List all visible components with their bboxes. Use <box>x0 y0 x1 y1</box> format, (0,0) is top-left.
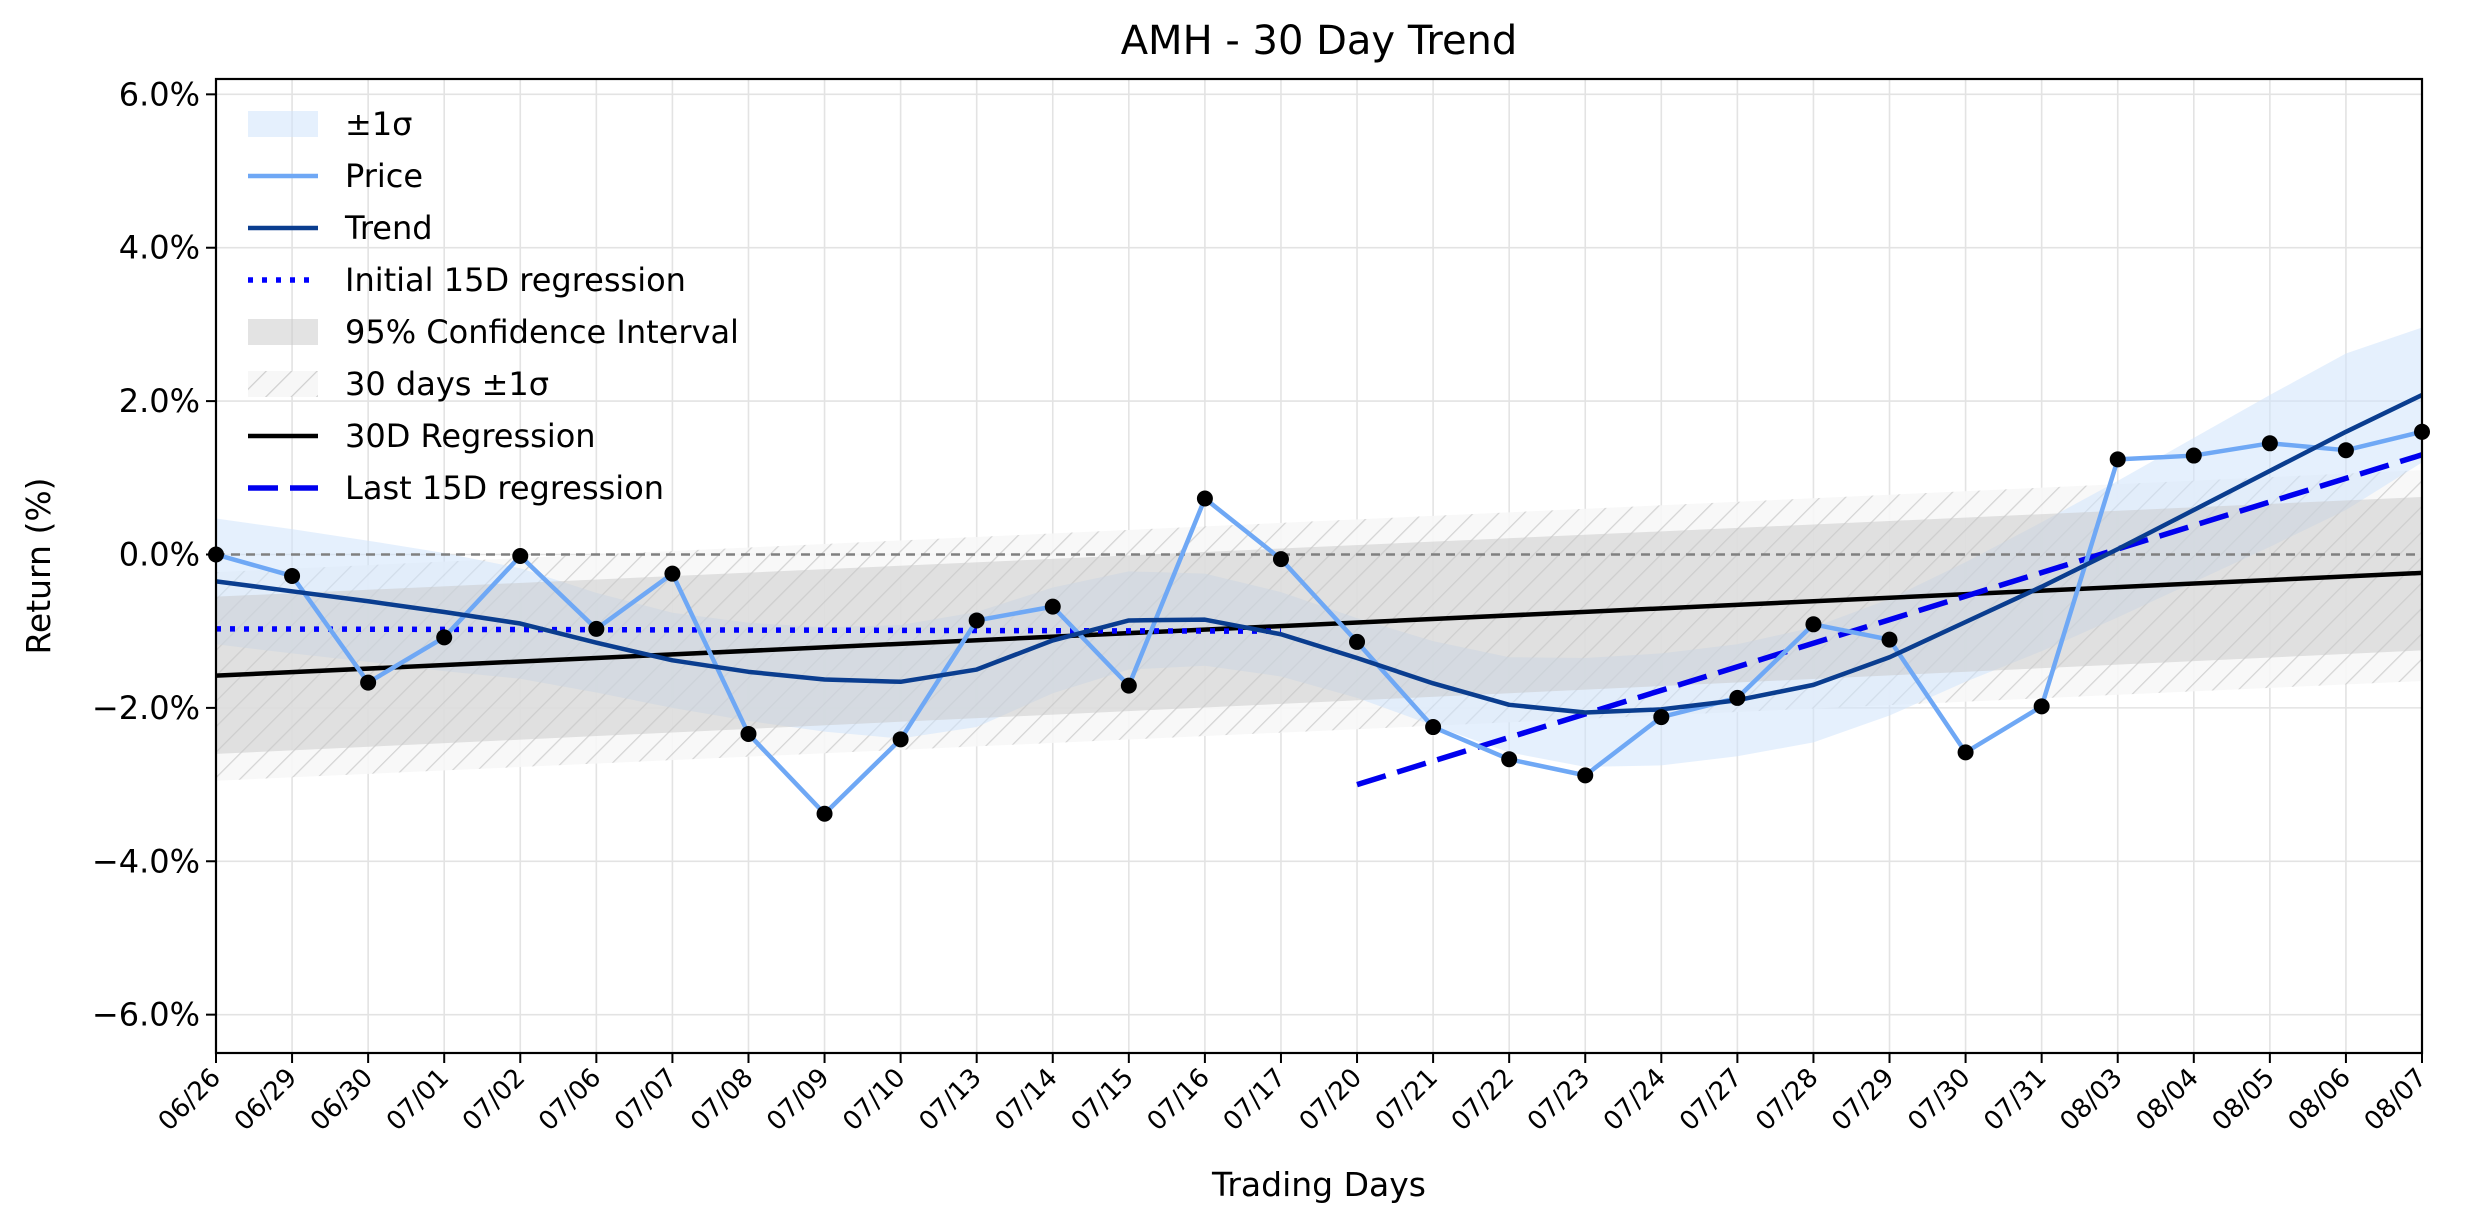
price-point <box>1577 767 1594 784</box>
price-point <box>1957 744 1974 761</box>
price-point <box>2109 451 2126 468</box>
legend-label: Trend <box>344 209 433 247</box>
trend-line <box>216 392 2422 715</box>
legend-swatch-30d-sigma <box>248 371 318 397</box>
y-tick-label: 0.0% <box>119 535 200 573</box>
price-point <box>2033 698 2050 715</box>
x-tick-label: 08/03 <box>2054 1063 2128 1137</box>
price-point <box>1120 677 1137 694</box>
price-point <box>1425 719 1442 736</box>
price-point <box>740 725 757 742</box>
x-tick-label: 07/22 <box>1446 1063 1520 1137</box>
price-point <box>1501 751 1518 768</box>
price-point <box>1729 689 1746 706</box>
y-tick-label: 6.0% <box>119 75 200 113</box>
lines <box>216 392 2422 816</box>
price-point <box>1881 631 1898 648</box>
x-tick-label: 08/05 <box>2207 1063 2281 1137</box>
price-point <box>1044 598 1061 615</box>
price-point <box>2185 447 2202 464</box>
x-tick-label: 07/21 <box>1370 1063 1444 1137</box>
price-point <box>512 548 529 565</box>
x-tick-label: 07/20 <box>1294 1063 1368 1137</box>
legend-label: Last 15D regression <box>345 469 664 507</box>
price-point <box>1196 490 1213 507</box>
x-tick-label: 07/06 <box>533 1063 607 1137</box>
x-tick-label: 08/07 <box>2359 1063 2433 1137</box>
price-point <box>968 612 985 629</box>
price-point <box>1349 633 1366 650</box>
y-tick-label: 4.0% <box>119 229 200 267</box>
x-tick-label: 06/29 <box>229 1063 303 1137</box>
price-line <box>216 429 2422 816</box>
price-point <box>892 731 909 748</box>
price-point <box>588 620 605 637</box>
x-tick-label: 08/06 <box>2283 1063 2357 1137</box>
legend-swatch-sigma <box>248 111 318 137</box>
last-15d-regression-line <box>1356 452 2422 788</box>
30d-regression-line <box>216 570 2422 678</box>
x-tick-label: 07/02 <box>457 1063 531 1137</box>
price-point <box>360 674 377 691</box>
y-axis: −6.0% −4.0% −2.0% 0.0% 2.0% 4.0% 6.0% <box>92 75 216 1034</box>
x-tick-label: 06/26 <box>153 1063 227 1137</box>
chart-title: AMH - 30 Day Trend <box>1121 18 1518 64</box>
price-point <box>2261 435 2278 452</box>
y-tick-label: −2.0% <box>92 689 200 727</box>
price-point <box>1653 709 1670 726</box>
x-axis: 06/26 06/29 06/30 07/01 07/02 07/06 07/07 07/08… <box>153 1053 2433 1137</box>
price-point <box>1805 616 1822 633</box>
x-tick-label: 07/24 <box>1598 1063 1672 1137</box>
legend-swatch-confidence <box>248 319 318 345</box>
x-tick-label: 07/23 <box>1522 1063 1596 1137</box>
legend-label: Price <box>345 157 423 195</box>
legend-label: 30D Regression <box>345 417 596 455</box>
x-tick-label: 07/30 <box>1902 1063 1976 1137</box>
price-point <box>1272 551 1289 568</box>
price-point <box>664 565 681 582</box>
price-point <box>816 805 833 822</box>
x-tick-label: 07/17 <box>1218 1063 1292 1137</box>
x-tick-label: 07/27 <box>1674 1063 1748 1137</box>
y-axis-label: Return (%) <box>19 477 58 654</box>
x-tick-label: 07/07 <box>609 1063 683 1137</box>
price-point <box>284 567 301 584</box>
x-tick-label: 07/29 <box>1826 1063 1900 1137</box>
y-tick-label: −6.0% <box>92 996 200 1034</box>
x-tick-label: 07/15 <box>1066 1063 1140 1137</box>
legend-label: 95% Confidence Interval <box>345 313 739 351</box>
y-tick-label: 2.0% <box>119 382 200 420</box>
x-tick-label: 07/28 <box>1750 1063 1824 1137</box>
legend-label: 30 days ±1σ <box>345 365 549 403</box>
x-tick-label: 07/13 <box>913 1063 987 1137</box>
x-axis-label: Trading Days <box>1211 1165 1426 1204</box>
x-tick-label: 07/16 <box>1142 1063 1216 1137</box>
points <box>208 423 2430 822</box>
legend: ±1σ Price Trend Initial 15D regression 95% C… <box>248 105 739 507</box>
y-tick-label: −4.0% <box>92 842 200 880</box>
initial-15d-regression-line <box>216 626 1281 634</box>
x-tick-label: 07/01 <box>381 1063 455 1137</box>
x-tick-label: 06/30 <box>305 1063 379 1137</box>
x-tick-label: 07/10 <box>837 1063 911 1137</box>
x-tick-label: 07/08 <box>685 1063 759 1137</box>
plot-frame <box>214 77 2424 1055</box>
legend-label: Initial 15D regression <box>345 261 686 299</box>
x-tick-label: 07/09 <box>761 1063 835 1137</box>
x-tick-label: 07/14 <box>990 1063 1064 1137</box>
price-point <box>2337 442 2354 459</box>
x-tick-label: 08/04 <box>2131 1063 2205 1137</box>
x-tick-label: 07/31 <box>1978 1063 2052 1137</box>
legend-label: ±1σ <box>345 105 412 143</box>
price-point <box>436 629 453 646</box>
